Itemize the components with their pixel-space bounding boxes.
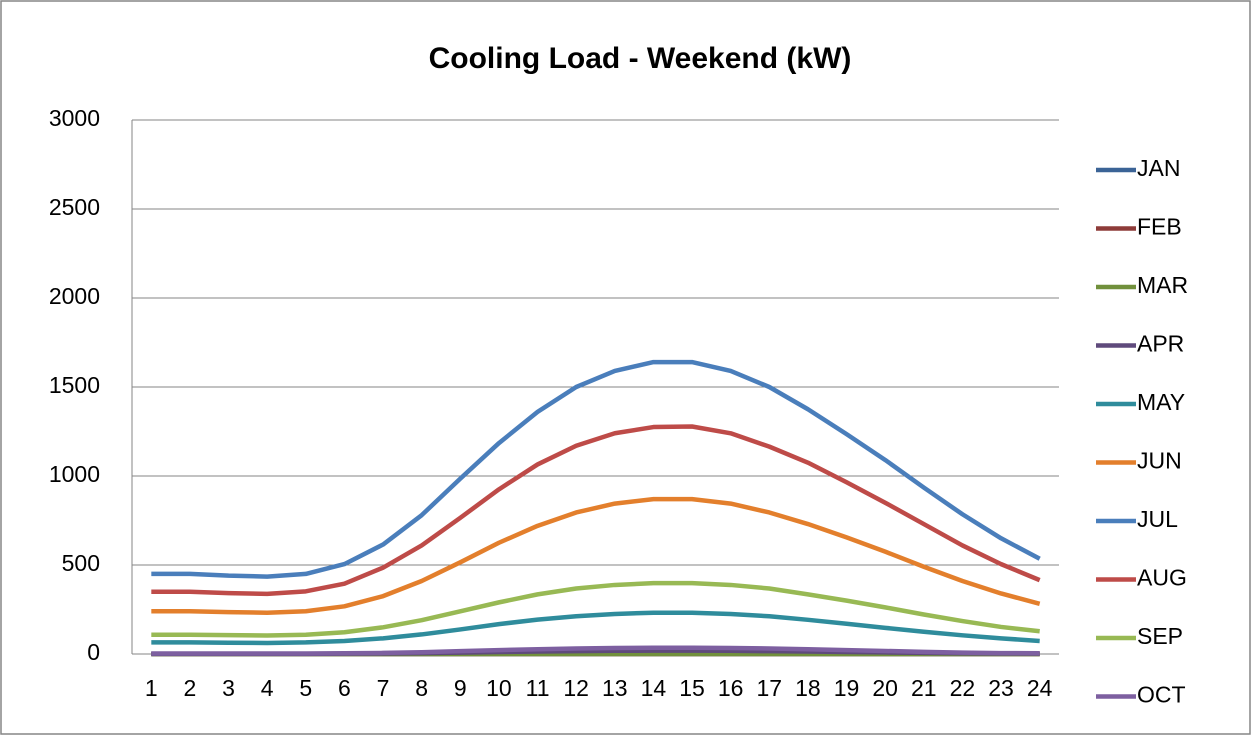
x-tick-label: 8	[415, 675, 428, 701]
x-tick-label: 23	[988, 675, 1014, 701]
series-line	[151, 580, 1040, 638]
x-tick-label: 20	[872, 675, 898, 701]
y-tick-label: 1000	[49, 461, 100, 487]
x-tick-label: 7	[377, 675, 390, 701]
legend-label: MAY	[1137, 389, 1185, 415]
series-line	[151, 610, 1040, 646]
x-tick-label: 12	[563, 675, 589, 701]
series-line	[151, 424, 1041, 597]
y-tick-label: 2500	[49, 194, 100, 220]
x-tick-label: 9	[454, 675, 467, 701]
x-tick-label: 13	[602, 675, 628, 701]
legend-label: JUN	[1137, 448, 1182, 474]
x-tick-label: 10	[486, 675, 512, 701]
x-tick-label: 4	[261, 675, 274, 701]
y-tick-label: 1500	[49, 372, 100, 398]
series-line	[151, 359, 1041, 579]
series-line	[151, 645, 1040, 656]
y-tick-label: 3000	[49, 105, 100, 131]
legend-label: MAR	[1137, 272, 1188, 298]
x-tick-label: 21	[911, 675, 937, 701]
y-tick-label: 2000	[49, 283, 100, 309]
x-tick-label: 17	[757, 675, 783, 701]
x-tick-label: 18	[795, 675, 821, 701]
x-tick-label: 15	[679, 675, 705, 701]
chart-title: Cooling Load - Weekend (kW)	[429, 42, 852, 75]
x-tick-label: 6	[338, 675, 351, 701]
x-tick-label: 24	[1027, 675, 1053, 701]
x-tick-label: 14	[641, 675, 667, 701]
y-tick-label: 500	[62, 550, 100, 576]
legend-label: OCT	[1137, 682, 1186, 708]
legend-label: APR	[1137, 331, 1184, 357]
legend-label: AUG	[1137, 565, 1187, 591]
x-tick-label: 19	[834, 675, 860, 701]
legend-label: JAN	[1137, 155, 1180, 181]
series-line	[151, 496, 1041, 615]
x-tick-label: 11	[526, 675, 550, 701]
y-tick-label: 0	[87, 639, 100, 665]
x-tick-label: 1	[145, 675, 158, 701]
x-tick-label: 5	[299, 675, 312, 701]
x-tick-label: 16	[718, 675, 744, 701]
legend-label: SEP	[1137, 623, 1183, 649]
legend-label: FEB	[1137, 214, 1182, 240]
x-tick-label: 22	[950, 675, 976, 701]
legend-label: JUL	[1137, 506, 1178, 532]
x-tick-label: 2	[184, 675, 197, 701]
x-tick-label: 3	[222, 675, 235, 701]
